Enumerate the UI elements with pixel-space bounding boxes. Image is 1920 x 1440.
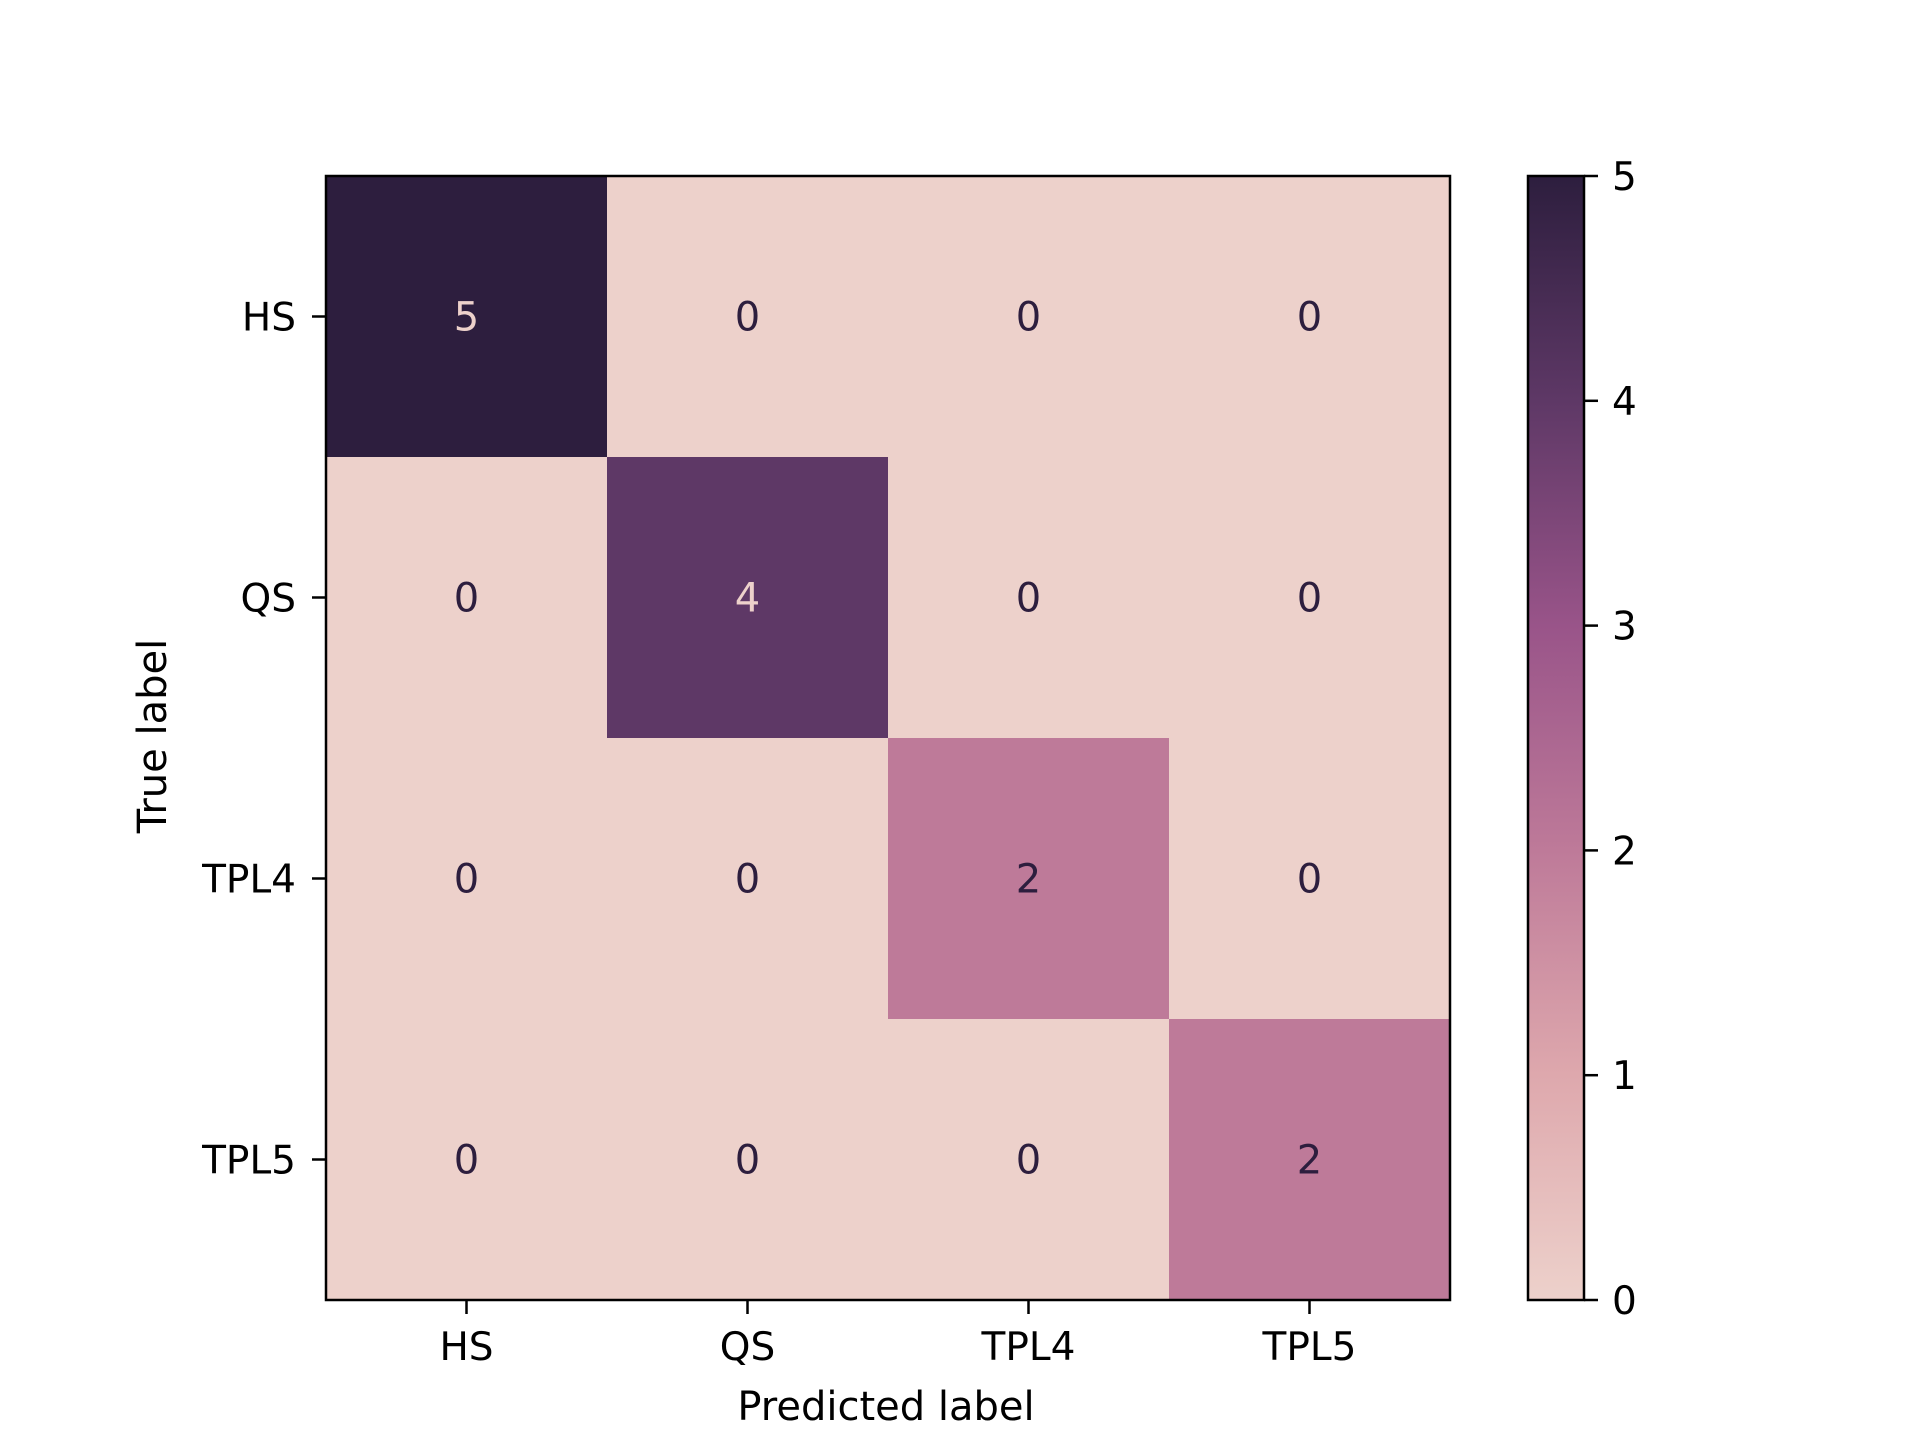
matrix-cell [888, 457, 1170, 739]
matrix-cell [326, 176, 608, 458]
y-tick-label: TPL5 [201, 1139, 296, 1184]
cell-value-label: 0 [454, 857, 479, 903]
cell-value-label: 0 [1297, 295, 1322, 341]
y-tick-label: TPL4 [201, 858, 296, 903]
y-axis: HS QS TPL4 TPL5 [201, 296, 326, 1184]
matrix-cell [1169, 738, 1451, 1020]
matrix-cell [607, 176, 889, 458]
matrix-cell [1169, 176, 1451, 458]
cell-value-label: 0 [735, 1138, 760, 1184]
matrix-cell [607, 738, 889, 1020]
colorbar [1526, 174, 1586, 1302]
colorbar-tick-label: 1 [1612, 1054, 1637, 1099]
cell-value-label: 0 [1016, 576, 1041, 622]
cell-value-label: 0 [735, 857, 760, 903]
matrix-cells [326, 176, 1451, 1301]
x-tick-label: TPL4 [981, 1325, 1076, 1370]
matrix-cell [888, 738, 1170, 1020]
x-axis-label: Predicted label [737, 1384, 1034, 1430]
cell-value-label: 0 [1016, 295, 1041, 341]
cell-value-label: 5 [454, 295, 479, 341]
matrix-cell [326, 457, 608, 739]
colorbar-tick-label: 4 [1612, 380, 1637, 425]
cell-value-label: 0 [1297, 857, 1322, 903]
matrix-cell [1169, 1019, 1451, 1301]
cell-value-label: 2 [1016, 857, 1041, 903]
plot-frame [324, 174, 1452, 1302]
matrix-cell [607, 1019, 889, 1301]
x-axis: HS QS TPL4 TPL5 [439, 1300, 1356, 1370]
colorbar-tick-label: 5 [1612, 155, 1637, 200]
matrix-cell [607, 457, 889, 739]
cell-value-label: 0 [1297, 576, 1322, 622]
cell-labels: 5 0 0 0 0 4 0 0 0 0 2 0 0 0 0 2 [454, 295, 1322, 1184]
cell-value-label: 2 [1297, 1138, 1322, 1184]
matrix-cell [326, 1019, 608, 1301]
cell-value-label: 0 [1016, 1138, 1041, 1184]
matrix-cell [326, 738, 608, 1020]
y-axis-label: True label [130, 639, 176, 834]
cell-value-label: 0 [735, 295, 760, 341]
x-tick-label: HS [439, 1325, 493, 1370]
colorbar-tick-label: 0 [1612, 1279, 1637, 1324]
matrix-cell [1169, 457, 1451, 739]
y-tick-label: HS [242, 296, 296, 341]
colorbar-tick-label: 3 [1612, 605, 1637, 650]
x-tick-label: TPL5 [1262, 1325, 1357, 1370]
y-tick-label: QS [241, 577, 296, 622]
cell-value-label: 0 [454, 1138, 479, 1184]
colorbar-ticks: 0 1 2 3 4 5 [1584, 155, 1637, 1324]
cell-value-label: 4 [735, 576, 760, 622]
matrix-cell [888, 1019, 1170, 1301]
colorbar-tick-label: 2 [1612, 829, 1637, 874]
x-tick-label: QS [720, 1325, 775, 1370]
matrix-cell [888, 176, 1170, 458]
cell-value-label: 0 [454, 576, 479, 622]
